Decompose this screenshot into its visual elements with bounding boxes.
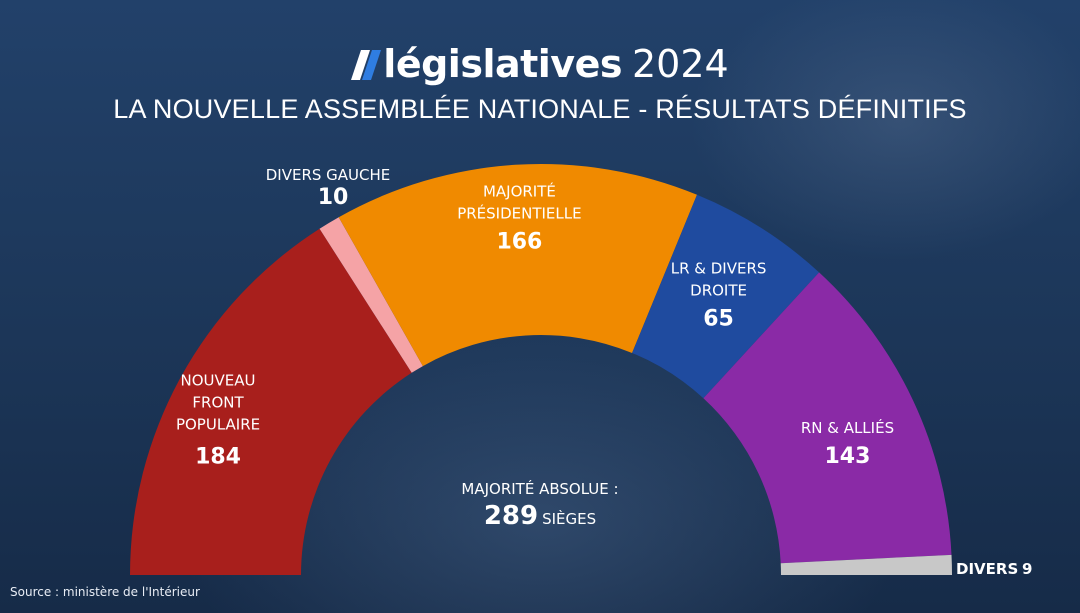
label-name-line: DIVERS GAUCHE xyxy=(266,166,391,184)
label-name-line: PRÉSIDENTIELLE xyxy=(457,204,581,223)
majority-label: MAJORITÉ ABSOLUE : xyxy=(461,480,619,498)
label-name-line: NOUVEAU xyxy=(181,372,256,390)
label-name-line: DROITE xyxy=(690,282,747,300)
segment-rn-and-allies xyxy=(703,272,952,564)
segment-divers xyxy=(780,554,952,575)
label-value: 10 xyxy=(318,185,349,210)
page-subtitle: LA NOUVELLE ASSEMBLÉE NATIONALE - RÉSULT… xyxy=(113,94,967,124)
segment-divers-gauche xyxy=(319,217,423,373)
label-rn-and-allies: RN & ALLIÉS 143 xyxy=(801,418,894,469)
label-value: 184 xyxy=(195,445,241,470)
label-name-line: LR & DIVERS xyxy=(671,260,767,278)
source-note: Source : ministère de l'Intérieur xyxy=(10,585,200,599)
majority-value: 289 xyxy=(483,501,539,531)
brand-name: législatives xyxy=(383,42,622,86)
label-majorite-presidentielle: MAJORITÉ PRÉSIDENTIELLE 166 xyxy=(457,182,581,255)
label-name-line: MAJORITÉ xyxy=(483,182,556,201)
label-divers: DIVERS 9 xyxy=(956,560,1032,578)
hemicycle-segments xyxy=(130,164,952,575)
label-lr-and-divers-droite: LR & DIVERS DROITE 65 xyxy=(671,260,767,332)
segment-nouveau-front-populaire xyxy=(130,228,412,575)
label-nouveau-front-populaire: NOUVEAU FRONT POPULAIRE 184 xyxy=(176,372,260,470)
label-name-line: RN & ALLIÉS xyxy=(801,418,894,437)
segment-majorite-presidentielle xyxy=(338,164,697,367)
label-value: 166 xyxy=(496,230,542,255)
label-value: 143 xyxy=(824,444,870,469)
label-name: DIVERS xyxy=(956,560,1018,578)
label-name-line: POPULAIRE xyxy=(176,416,260,434)
label-value: 65 xyxy=(703,307,734,332)
brand-title: législatives 2024 xyxy=(0,40,1080,88)
label-name-line: FRONT xyxy=(192,394,244,412)
label-value: 9 xyxy=(1022,560,1032,578)
majority-unit: SIÈGES xyxy=(542,510,597,528)
segment-lr-and-divers-droite xyxy=(632,194,820,399)
majority-callout: MAJORITÉ ABSOLUE : 289 SIÈGES xyxy=(390,479,690,531)
brand-logo-icon xyxy=(351,50,382,80)
brand-year: 2024 xyxy=(631,42,729,86)
